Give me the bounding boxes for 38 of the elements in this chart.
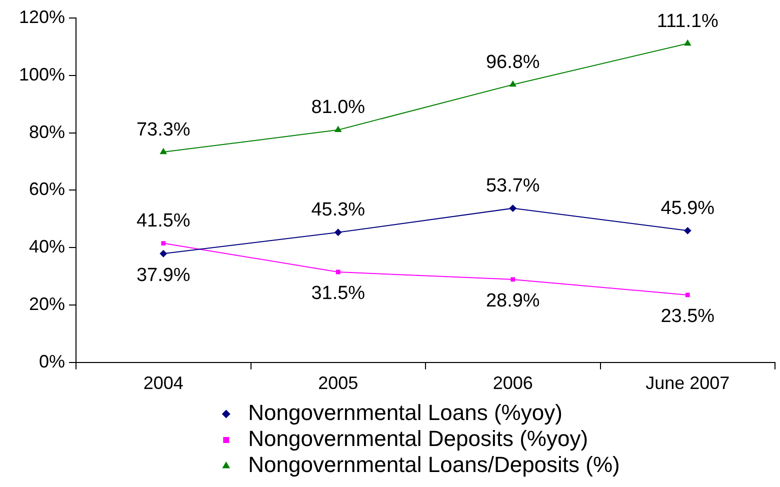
data-label: 45.3% (311, 200, 366, 221)
data-label: 53.7% (486, 176, 540, 197)
point (510, 277, 516, 282)
data-label: 41.5% (136, 210, 190, 232)
data-label: 96.8% (486, 52, 540, 73)
x-tick-label: June 2007 (646, 373, 730, 394)
x-tick-label: 2004 (143, 373, 184, 394)
data-label: 111.1% (656, 10, 719, 32)
point (685, 292, 690, 298)
y-tick-label: 0% (38, 351, 65, 372)
point (336, 270, 340, 274)
point (160, 148, 167, 154)
data-label: 31.5% (311, 283, 366, 304)
point (510, 80, 516, 87)
y-tick-label: 40% (28, 236, 65, 257)
y-tick-label: 20% (28, 294, 65, 314)
legend-label: Nongovernmental Loans/Deposits (%) (248, 452, 620, 478)
data-label: 28.9% (486, 290, 540, 312)
point (160, 250, 167, 258)
y-tick-label: 80% (28, 122, 65, 142)
point (161, 241, 166, 246)
x-tick-label: 2005 (318, 373, 358, 394)
legend-label: Nongovernmental Loans (%yoy) (248, 400, 562, 426)
y-tick-label: 100% (18, 64, 65, 84)
y-tick-label: 120% (18, 6, 65, 27)
x-tick-label: 2006 (492, 373, 533, 394)
data-label: 37.9% (136, 264, 190, 286)
point (684, 40, 691, 46)
point (509, 204, 516, 212)
point (334, 126, 342, 132)
data-label: 23.5% (660, 306, 715, 328)
point (334, 228, 342, 236)
point (684, 227, 692, 234)
data-label: 81.0% (311, 97, 366, 118)
y-tick-label: 60% (28, 179, 65, 200)
data-label: 73.3% (136, 119, 190, 140)
data-label: 45.9% (660, 198, 715, 219)
legend-label: Nongovernmental Deposits (%yoy) (248, 426, 588, 452)
